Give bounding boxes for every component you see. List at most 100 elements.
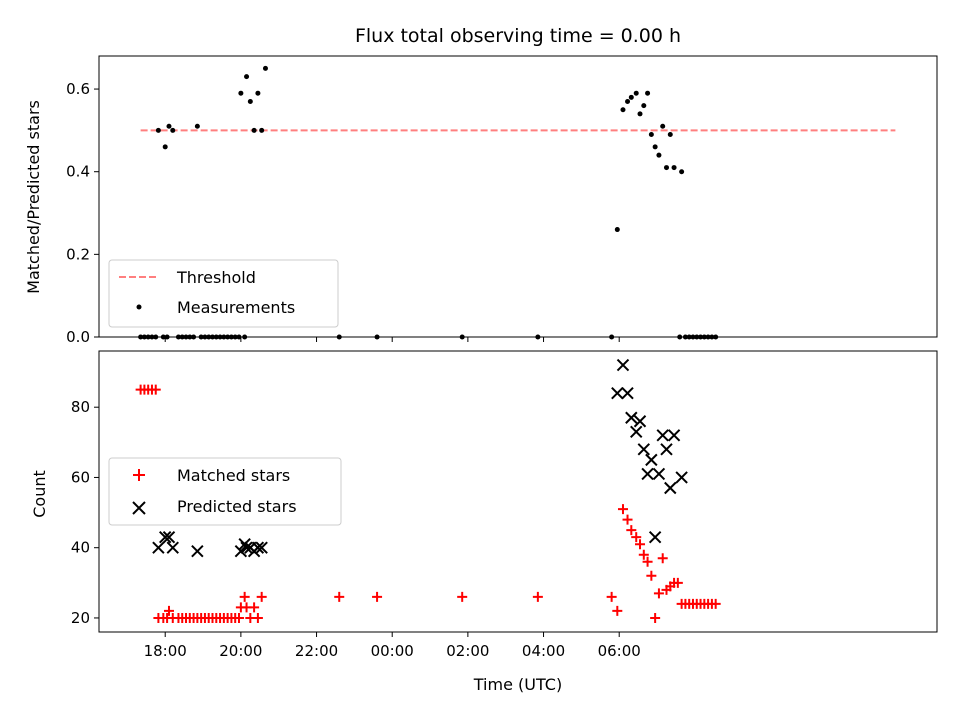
measurement-point [652, 144, 658, 150]
predicted-star-marker [611, 386, 624, 400]
legend-measurement-label: Measurements [177, 298, 295, 317]
measurement-point [625, 98, 631, 104]
measurement-point [217, 334, 223, 340]
measurement-point [236, 334, 242, 340]
measurement-point [641, 103, 647, 109]
predicted-star-marker [675, 471, 688, 484]
predicted-star-marker [234, 545, 248, 558]
matched-star-marker [650, 612, 661, 623]
measurement-point [160, 334, 166, 340]
measurement-point [228, 334, 234, 340]
measurement-point [701, 334, 707, 340]
matched-star-marker [233, 612, 244, 623]
figure-title: Flux total observing time = 0.00 h [355, 25, 681, 47]
measurement-point [198, 334, 204, 340]
matched-star-marker [606, 591, 617, 602]
predicted-star-marker [238, 537, 251, 551]
matched-star-marker [622, 514, 633, 525]
x-axis-label: Time (UTC) [473, 675, 562, 694]
bottom-y-tick-label: 20 [71, 609, 90, 627]
matched-star-marker [642, 556, 653, 567]
bottom-x-tick-label: 18:00 [144, 642, 187, 660]
predicted-star-marker [660, 443, 673, 456]
matched-star-marker [635, 539, 646, 550]
measurement-point [183, 334, 189, 340]
measurement-point [374, 334, 380, 340]
matched-star-marker [653, 588, 664, 599]
top-y-tick-label: 0.0 [66, 328, 90, 346]
top-legend: Threshold Measurements [108, 259, 339, 328]
bottom-y-axis-label: Count [30, 470, 49, 518]
top-y-tick-label: 0.2 [66, 245, 90, 263]
measurement-point [213, 334, 219, 340]
legend-measurement-swatch [136, 304, 142, 310]
predicted-star-marker [152, 541, 165, 554]
matched-star-marker [638, 549, 649, 560]
predicted-star-marker [648, 530, 662, 544]
top-y-axis-label: Matched/Predicted stars [24, 100, 43, 294]
matched-star-marker [252, 612, 263, 623]
bottom-panel: 20 40 60 80 18:00 20:00 22:00 00:00 02:00 04:00 0… [30, 350, 938, 694]
matched-star-marker [617, 504, 628, 515]
measurement-point [648, 132, 654, 138]
predicted-star-marker [641, 467, 654, 481]
top-y-tick-label: 0.4 [66, 163, 90, 181]
matched-star-marker [249, 602, 260, 613]
measurement-point [155, 127, 161, 133]
predicted-star-marker [645, 453, 658, 467]
predicted-star-marker [630, 425, 643, 438]
bottom-legend: Matched stars Predicted stars [108, 457, 342, 526]
matched-star-marker [612, 605, 623, 616]
bottom-x-tick-label: 06:00 [598, 642, 641, 660]
measurement-point [153, 334, 159, 340]
measurement-point [336, 334, 342, 340]
matched-star-marker [532, 591, 543, 602]
legend-matched-swatch [133, 469, 145, 481]
matched-star-marker [646, 570, 657, 581]
legend-matched-label: Matched stars [177, 466, 290, 485]
matched-star-marker [457, 591, 468, 602]
matched-star-marker [256, 591, 267, 602]
matched-star-marker [626, 525, 637, 536]
predicted-star-marker [255, 541, 268, 554]
measurement-point [677, 334, 683, 340]
measurement-point [709, 334, 715, 340]
legend-threshold-label: Threshold [176, 268, 256, 287]
top-x-ticks [164, 337, 620, 342]
predicted-star-marker [621, 386, 634, 400]
measurement-point [251, 127, 257, 133]
measurement-point [187, 334, 193, 340]
measurement-point [232, 334, 238, 340]
measurement-point [645, 90, 651, 96]
bottom-x-tick-label: 22:00 [295, 642, 338, 660]
matched-stars-points [135, 384, 721, 623]
predicted-star-marker [637, 443, 651, 456]
legend-predicted-label: Predicted stars [177, 497, 297, 516]
matched-star-marker [672, 577, 683, 588]
predicted-star-marker [159, 530, 172, 544]
bottom-x-tick-label: 20:00 [219, 642, 262, 660]
measurement-point [705, 334, 711, 340]
measurement-point [175, 334, 181, 340]
matched-star-marker [239, 591, 250, 602]
measurement-point [679, 169, 685, 175]
predicted-star-marker [667, 429, 681, 442]
measurement-point [244, 74, 250, 80]
top-axes-frame [98, 55, 938, 338]
measurement-point [660, 123, 666, 129]
bottom-y-tick-label: 80 [71, 398, 90, 416]
measurement-point [633, 90, 639, 96]
bottom-y-tick-label: 60 [71, 468, 90, 486]
predicted-star-marker [652, 467, 666, 481]
predicted-star-marker [633, 415, 647, 428]
measurement-point [202, 334, 208, 340]
bottom-x-ticks: 18:00 20:00 22:00 00:00 02:00 04:00 06:00 [144, 632, 641, 660]
predicted-star-marker [166, 541, 179, 554]
measurement-point [614, 227, 620, 233]
measurement-point [138, 334, 144, 340]
bottom-axes-frame [98, 350, 938, 633]
top-panel: 0.0 0.2 0.4 0.6 Matched/Predicted stars Thr… [24, 55, 938, 346]
predicted-star-marker [191, 545, 204, 558]
predicted-star-marker [616, 358, 630, 372]
